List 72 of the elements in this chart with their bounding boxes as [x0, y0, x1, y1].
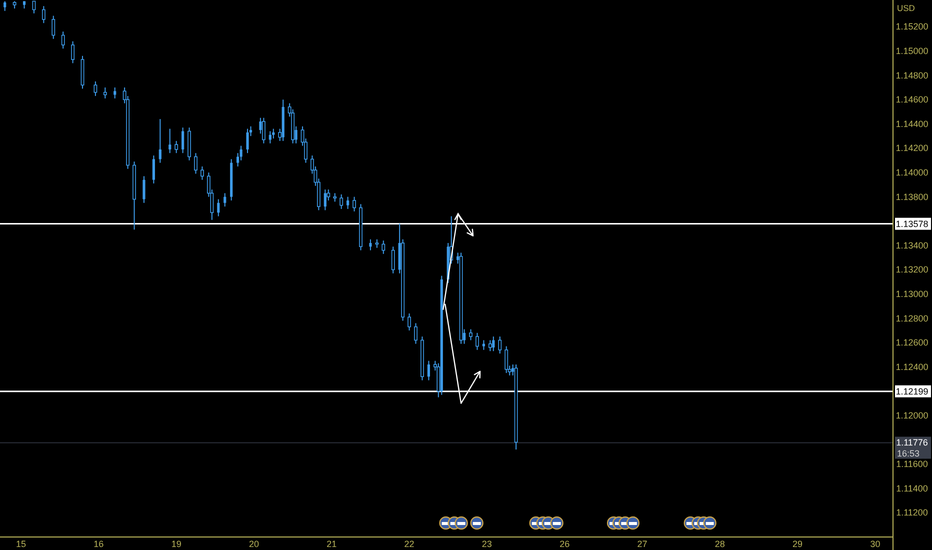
candlestick [61, 31, 65, 50]
y-tick-label: 1.12400 [896, 362, 928, 372]
x-tick-label: 23 [482, 539, 492, 549]
candlestick [4, 0, 6, 12]
candlestick [142, 176, 146, 204]
ref-line-label: 1.11776 [896, 438, 928, 448]
y-tick-label: 1.14000 [896, 168, 928, 178]
x-tick-label: 15 [16, 539, 26, 549]
candlestick [103, 86, 107, 99]
y-tick-label: 1.14800 [896, 70, 928, 80]
candlestick [174, 140, 178, 154]
text: 16:53 [897, 448, 920, 459]
candlestick [408, 312, 411, 331]
x-tick-label: 26 [560, 539, 570, 549]
y-tick-label: 1.12800 [896, 313, 928, 324]
y-tick-label: 1.12600 [896, 338, 928, 348]
x-tick-label: 20 [248, 539, 259, 549]
y-axis-title: USD [897, 3, 915, 13]
candlestick [71, 40, 74, 64]
candlestick [52, 15, 56, 40]
candlestick [414, 322, 418, 344]
candlestick [200, 166, 204, 180]
candlestick [476, 332, 479, 350]
candlestick [340, 194, 344, 210]
y-tick-label: 1.11400 [896, 483, 928, 494]
candlestick [224, 192, 226, 208]
candlestick [488, 340, 492, 352]
candlestick [158, 118, 162, 164]
candlestick [94, 80, 98, 96]
y-tick-label: 1.14200 [896, 143, 928, 154]
candlestick [168, 128, 172, 154]
ref-line-label: 1.12199 [896, 386, 928, 396]
x-tick-label: 16 [94, 539, 104, 549]
y-tick-label: 1.14600 [896, 94, 928, 105]
candlestick [246, 128, 249, 154]
y-tick-label: 1.13000 [896, 289, 928, 300]
y-tick-label: 1.13400 [896, 240, 928, 250]
y-tick-label: 1.14400 [896, 118, 928, 129]
candlestick [369, 238, 372, 251]
y-tick-label: 1.13200 [896, 264, 928, 275]
x-tick-label: 19 [171, 539, 182, 549]
candlestick [427, 360, 430, 381]
y-tick-label: 1.11600 [896, 459, 928, 470]
x-tick-label: 30 [870, 539, 880, 549]
candlestick [346, 196, 350, 210]
candlestick [482, 340, 486, 350]
candlestick [152, 155, 155, 184]
candlestick [391, 246, 395, 274]
x-tick-label: 21 [326, 539, 337, 549]
candlestick [492, 336, 495, 352]
candlestick [498, 336, 502, 354]
y-tick-label: 1.12000 [896, 410, 928, 421]
x-tick-label: 22 [404, 539, 414, 549]
candlestick [42, 6, 46, 24]
candlestick [262, 117, 266, 144]
y-tick-label: 1.15000 [896, 46, 928, 56]
candlestick [504, 346, 508, 374]
x-tick-label: 27 [637, 539, 648, 549]
x-tick-label: 28 [714, 539, 725, 549]
candlestick [194, 152, 198, 174]
candlestick [217, 198, 220, 217]
y-tick-label: 1.15200 [896, 22, 928, 32]
candlestick [114, 86, 116, 99]
y-tick-label: 1.13800 [896, 192, 928, 202]
x-tick-label: 29 [792, 539, 803, 549]
candlestick [469, 328, 472, 341]
candlestick [382, 240, 386, 254]
ref-line-label: 1.13578 [896, 218, 928, 229]
candlestick [352, 196, 356, 212]
candlestick [324, 189, 326, 211]
candlestick [182, 127, 184, 154]
y-tick-label: 1.11200 [896, 508, 928, 518]
